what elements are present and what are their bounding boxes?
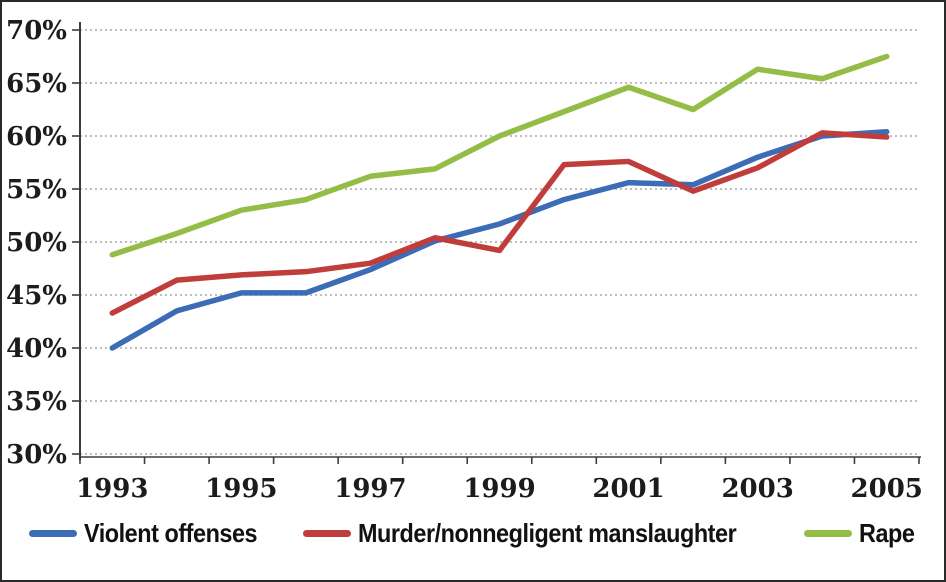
x-tick-label: 2001: [592, 474, 664, 504]
x-axis-ticks: [79, 457, 920, 464]
legend-item-rape: Rape: [804, 518, 921, 549]
series-line-rape: [109, 53, 890, 258]
gridlines: [80, 29, 919, 455]
y-axis-labels: 30% 35% 40% 45% 50% 55% 60% 65% 70%: [6, 16, 67, 470]
x-tick-label: 1993: [76, 474, 148, 504]
y-tick-label: 35%: [6, 387, 67, 417]
legend-label-rape: Rape: [859, 518, 915, 548]
y-axis-ticks: [72, 29, 80, 455]
y-tick-label: 65%: [6, 69, 67, 99]
legend-item-murder: Murder/nonnegligent manslaughter: [302, 518, 778, 549]
line-chart: 30%35%40%45%50%55%60%65%70%1993 1995 1997 1…: [6, 16, 923, 504]
legend-swatch-violent-offenses: [29, 530, 78, 537]
y-tick-label: 40%: [6, 334, 67, 364]
y-tick-label: 30%: [6, 440, 67, 470]
legend-label-violent-offenses: Violent offenses: [84, 518, 258, 548]
y-tick-label: 70%: [6, 16, 67, 46]
x-tick-label: 1997: [334, 474, 406, 504]
chart-legend: Violent offenses Murder/nonnegligent man…: [2, 518, 944, 549]
series-line-murder-nonnegligent-manslaughter: [109, 130, 890, 316]
legend-label-murder: Murder/nonnegligent manslaughter: [357, 518, 737, 548]
x-tick-label: 2003: [721, 474, 793, 504]
y-tick-label: 60%: [6, 122, 67, 152]
y-tick-label: 45%: [6, 281, 67, 311]
series-line-violent-offenses: [109, 129, 890, 351]
x-tick-label: 2005: [851, 474, 923, 504]
x-tick-label: 1999: [463, 474, 535, 504]
legend-swatch-murder: [302, 530, 351, 537]
legend-item-violent-offenses: Violent offenses: [29, 518, 276, 549]
legend-swatch-rape: [804, 530, 853, 537]
y-tick-label: 50%: [6, 228, 67, 258]
y-tick-label: 55%: [6, 175, 67, 205]
x-axis-labels: 1993 1995 1997 1999 2001 2003 2005: [76, 474, 923, 504]
x-tick-label: 1995: [205, 474, 277, 504]
